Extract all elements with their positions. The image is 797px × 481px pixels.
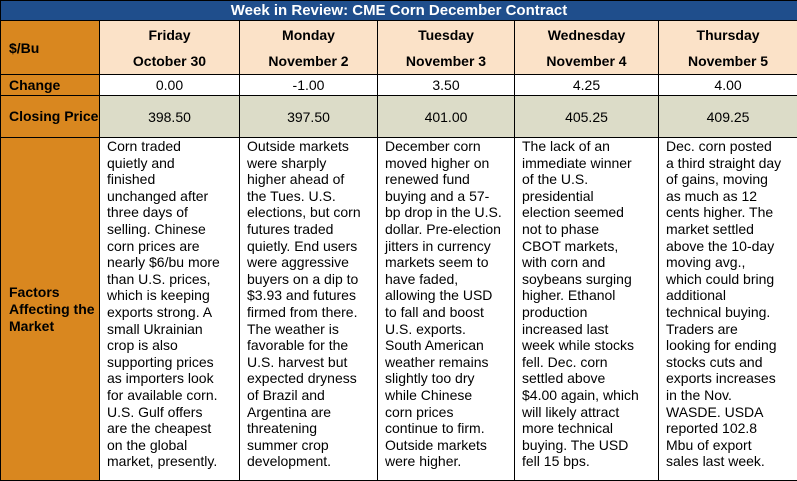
- factors-text: Corn traded quietly and finished unchang…: [99, 137, 240, 481]
- closing-price-label: Closing Price: [0, 95, 100, 138]
- factors-paragraph: Dec. corn posted a third straight day of…: [666, 138, 782, 470]
- day-header: Tuesday November 3: [377, 20, 515, 75]
- closing-price-value: 409.25: [657, 95, 797, 138]
- change-value: 4.25: [514, 74, 659, 96]
- closing-price-value: 397.50: [239, 95, 378, 138]
- factors-paragraph: December corn moved higher on renewed fu…: [385, 138, 502, 470]
- factors-text: The lack of an immediate winner of the U…: [514, 137, 659, 481]
- day-header: Wednesday November 4: [514, 20, 659, 75]
- closing-price-value: 401.00: [377, 95, 515, 138]
- change-value: 0.00: [99, 74, 240, 96]
- change-value: -1.00: [239, 74, 378, 96]
- day-header: Thursday November 5: [657, 20, 797, 75]
- day-name: Thursday: [696, 26, 760, 43]
- closing-price-value: 398.50: [99, 95, 240, 138]
- day-date: November 4: [546, 52, 627, 69]
- day-name: Tuesday: [418, 26, 474, 43]
- unit-label: $/Bu: [0, 20, 100, 75]
- day-name: Monday: [282, 26, 335, 43]
- factors-label: Factors Affecting the Market: [0, 137, 100, 481]
- day-header: Monday November 2: [239, 20, 378, 75]
- factors-paragraph: The lack of an immediate winner of the U…: [522, 138, 639, 470]
- change-value: 3.50: [377, 74, 515, 96]
- closing-price-value: 405.25: [514, 95, 659, 138]
- change-value: 4.00: [657, 74, 797, 96]
- day-name: Wednesday: [547, 26, 626, 43]
- table-title: Week in Review: CME Corn December Contra…: [0, 0, 797, 21]
- change-label: Change: [0, 74, 100, 96]
- day-date: October 30: [132, 52, 207, 69]
- day-header: Friday October 30: [99, 20, 240, 75]
- day-date: November 3: [405, 52, 487, 69]
- factors-paragraph: Corn traded quietly and finished unchang…: [107, 138, 220, 470]
- factors-paragraph: Outside markets were sharply higher ahea…: [247, 138, 361, 470]
- factors-text: December corn moved higher on renewed fu…: [377, 137, 515, 481]
- factors-text: Dec. corn posted a third straight day of…: [657, 137, 797, 481]
- day-date: November 5: [687, 52, 769, 69]
- factors-text: Outside markets were sharply higher ahea…: [239, 137, 378, 481]
- day-date: November 2: [268, 52, 349, 69]
- day-name: Friday: [148, 26, 191, 43]
